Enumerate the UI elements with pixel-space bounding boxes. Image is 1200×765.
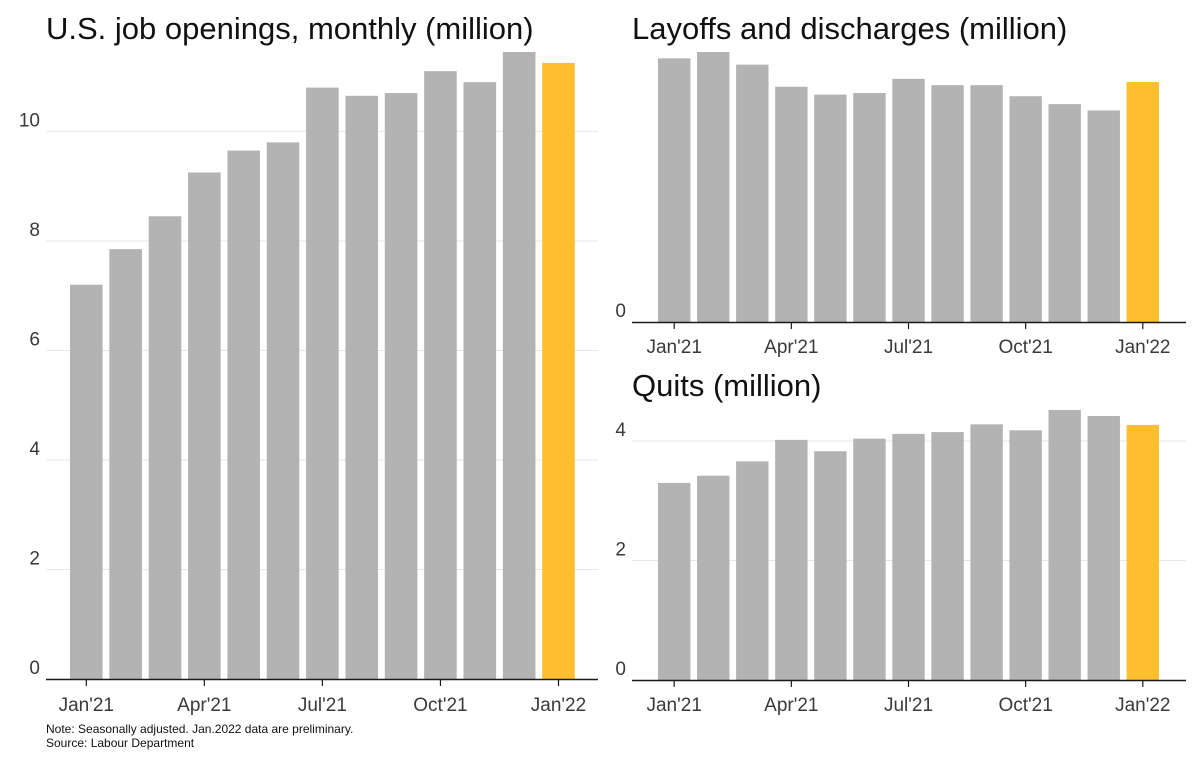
quits-bar-dec21 [1087,415,1120,680]
openings-y-tick-label: 2 [29,548,40,569]
quits-bar-mar21 [736,461,769,680]
openings-bar-aug21 [345,95,379,679]
quits-x-tick-label: Jan'21 [646,695,701,716]
layoffs-bar-apr21 [775,86,808,323]
quits-bar-feb21 [697,475,730,680]
layoffs-x-tick-label: Jul'21 [884,337,933,358]
quits-bar-jun21 [853,438,886,680]
layoffs-bar-oct21 [1009,96,1042,323]
openings-chart-title: U.S. job openings, monthly (million) [46,11,534,46]
openings-bar-may21 [227,150,260,679]
openings-y-tick-label: 8 [29,220,40,241]
openings-x-tick-label: Oct'21 [413,695,467,716]
quits-chart-title: Quits (million) [632,368,821,403]
openings-bar-jul21 [306,87,339,680]
openings-y-tick-label: 6 [29,329,40,350]
openings-bar-mar21 [148,216,182,679]
quits-y-tick-label: 4 [615,420,626,441]
openings-x-tick-label: Jan'21 [59,695,114,716]
openings-bar-feb21 [109,249,142,679]
layoffs-bar-jan22 [1126,82,1159,322]
openings-bar-oct21 [424,71,457,680]
layoffs-bar-jul21 [892,78,925,322]
openings-bar-nov21 [463,82,497,680]
openings-panel: U.S. job openings, monthly (million) 0 2 4… [19,11,598,716]
quits-bar-jul21 [892,433,925,680]
quits-x-tick-label: Oct'21 [998,695,1052,716]
openings-bar-sep21 [384,93,418,679]
layoffs-x-tick-label: Jan'22 [1115,337,1170,358]
layoffs-bar-sep21 [970,85,1003,322]
layoffs-bar-jun21 [853,93,886,322]
source-note: Source: Labour Department [46,736,195,750]
openings-x-tick-label: Jan'22 [531,695,586,716]
quits-bar-jan22 [1126,424,1159,680]
openings-bar-jan22 [542,62,575,679]
layoffs-bar-nov21 [1048,104,1081,322]
layoffs-bar-may21 [814,94,847,322]
quits-panel: Quits (million) 0 2 4 Jan'21 Apr'21 Jul'21 Oc… [615,368,1186,716]
openings-bar-apr21 [188,172,221,679]
openings-bar-jun21 [266,142,300,680]
quits-bar-aug21 [931,432,964,680]
openings-x-tick-label: Apr'21 [177,695,231,716]
layoffs-x-tick-label: Oct'21 [998,337,1052,358]
layoffs-x-tick-label: Apr'21 [764,337,818,358]
quits-bar-oct21 [1009,430,1042,680]
quits-x-tick-label: Jan'22 [1115,695,1170,716]
quits-bar-sep21 [970,424,1003,680]
openings-x-tick-label: Jul'21 [298,695,347,716]
quits-bar-jan21 [658,482,691,680]
layoffs-bar-aug21 [931,85,964,322]
openings-y-tick-label: 10 [19,110,40,131]
layoffs-panel: Layoffs and discharges (million) 0 Jan'2… [615,11,1186,358]
layoffs-chart-title: Layoffs and discharges (million) [632,11,1067,46]
footnote: Note: Seasonally adjusted. Jan.2022 data… [46,722,353,736]
quits-bar-nov21 [1048,410,1081,680]
openings-y-tick-label: 4 [29,439,40,460]
layoffs-bar-dec21 [1087,110,1120,322]
layoffs-bar-mar21 [736,64,769,322]
quits-y-tick-label: 0 [615,659,626,680]
quits-y-tick-label: 2 [615,540,626,561]
openings-bar-jan21 [70,284,103,679]
openings-bar-dec21 [502,52,536,679]
layoffs-bar-feb21 [697,52,730,322]
quits-bar-may21 [814,451,847,680]
layoffs-bar-jan21 [658,58,691,322]
openings-y-tick-label: 0 [29,658,40,679]
quits-bar-apr21 [775,439,808,680]
quits-x-tick-label: Jul'21 [884,695,933,716]
layoffs-y-tick-label: 0 [615,301,626,322]
quits-x-tick-label: Apr'21 [764,695,818,716]
layoffs-x-tick-label: Jan'21 [646,337,701,358]
